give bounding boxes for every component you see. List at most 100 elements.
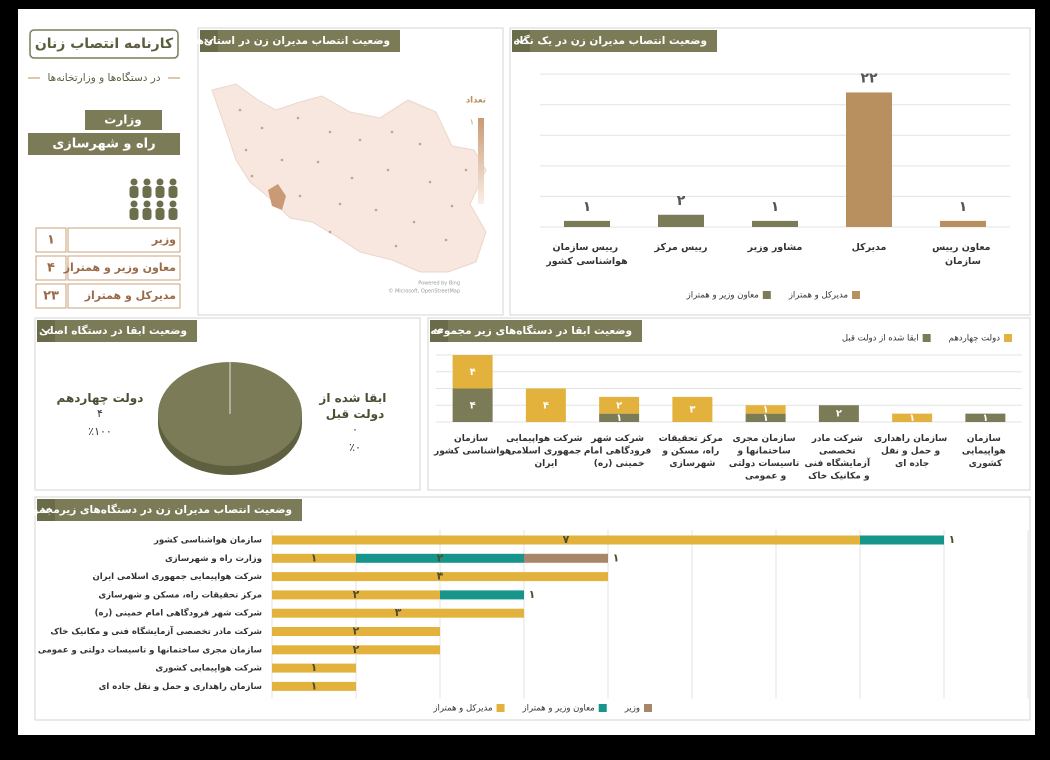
bar-segment bbox=[440, 590, 524, 600]
legend-swatch bbox=[762, 291, 771, 299]
bar-segment bbox=[892, 413, 933, 422]
bar-segment bbox=[272, 627, 440, 636]
y-tick-label: سازمان راهداری و حمل و نقل جاده ای bbox=[99, 682, 262, 692]
map-city-dot bbox=[350, 176, 354, 180]
table-cell bbox=[35, 283, 67, 309]
bar-segment bbox=[356, 553, 524, 563]
value-label: ۴ bbox=[437, 570, 444, 583]
person-icon bbox=[156, 200, 164, 208]
legend-label: وزیر bbox=[624, 704, 640, 714]
map-city-dot bbox=[374, 208, 378, 212]
bar-segment bbox=[860, 535, 944, 545]
map-city-dot bbox=[260, 126, 264, 130]
legend-label: معاون وزیر و همتراز bbox=[522, 704, 595, 714]
value-label: ۴ bbox=[543, 400, 549, 411]
person-icon bbox=[155, 186, 165, 198]
value-label: ۲ bbox=[353, 588, 360, 601]
map-city-dot bbox=[444, 238, 448, 242]
value-label: ۱ bbox=[583, 199, 592, 215]
pie-percent: ٪۱۰۰ bbox=[88, 425, 112, 438]
value-label: ۲ bbox=[353, 643, 360, 656]
x-tick-label: معاون رییس سازمان bbox=[932, 242, 994, 267]
map-city-dot bbox=[238, 108, 242, 112]
bar-segment bbox=[745, 405, 786, 414]
pie-category: ابقا شده از دولت قبل bbox=[318, 391, 390, 422]
panel-title: وضعیت ابقا در دستگاه اصلی bbox=[39, 324, 187, 337]
value-label: ۲ bbox=[677, 193, 686, 209]
legend-swatch bbox=[496, 704, 505, 712]
dropdown-icon bbox=[434, 328, 444, 335]
map-city-dot bbox=[328, 230, 332, 234]
legend-swatch bbox=[1004, 334, 1012, 342]
legend-label: دولت چهاردهم bbox=[949, 334, 1001, 344]
x-tick-label: رییس مرکز bbox=[654, 242, 708, 253]
dropdown[interactable] bbox=[200, 30, 218, 52]
bar-segment bbox=[272, 535, 860, 545]
bar-segment bbox=[272, 645, 440, 655]
map-city-dot bbox=[250, 174, 254, 178]
value-label: ۱ bbox=[771, 199, 780, 215]
value-label: ۳ bbox=[395, 606, 402, 619]
dropdown-icon bbox=[516, 38, 526, 45]
legend-label: معاون وزیر و همتراز bbox=[686, 291, 759, 301]
map-city-dot bbox=[338, 202, 342, 206]
dropdown-icon bbox=[41, 328, 51, 335]
panel-title-bar bbox=[37, 320, 197, 342]
logo-title: کارنامه انتصاب زنان bbox=[35, 36, 174, 52]
value-label: ۱ bbox=[763, 404, 769, 415]
table-value: ۲۳ bbox=[43, 289, 59, 304]
bar bbox=[658, 214, 704, 227]
dropdown-icon bbox=[41, 507, 51, 514]
panel bbox=[34, 496, 1031, 721]
panel-title: وضعیت انتصاب مدیران زن در استان‌ها bbox=[193, 35, 390, 47]
x-tick-label: شرکت شهر فرودگاهی امام خمینی (ره) bbox=[584, 434, 655, 469]
bar-segment bbox=[452, 388, 493, 422]
table-label: وزیر bbox=[151, 233, 176, 246]
person-icon bbox=[168, 186, 178, 198]
value-label: ۴ bbox=[470, 367, 476, 378]
y-tick-label: وزارت راه و شهرسازی bbox=[165, 554, 262, 564]
y-tick-label: سازمان مجری ساختمانها و تاسیسات دولتی و … bbox=[38, 645, 262, 655]
bar bbox=[564, 220, 610, 227]
y-tick-label: شرکت شهر فرودگاهی امام خمینی (ره) bbox=[95, 608, 262, 619]
map-city-dot bbox=[412, 220, 416, 224]
person-icon bbox=[169, 178, 177, 186]
table-label: معاون وزیر و همتراز bbox=[63, 261, 176, 274]
person-icon bbox=[130, 200, 138, 208]
map-city-dot bbox=[464, 168, 468, 172]
map-city-dot bbox=[428, 180, 432, 184]
bar-segment bbox=[599, 396, 640, 414]
panel-title-bar bbox=[200, 30, 400, 52]
bar bbox=[940, 220, 986, 227]
panel bbox=[197, 27, 504, 316]
panel-title: وضعیت ابقا در دستگاه‌های زیر مجموعه bbox=[430, 324, 632, 337]
dropdown[interactable] bbox=[512, 30, 530, 52]
legend-swatch bbox=[852, 291, 860, 299]
dropdown[interactable] bbox=[430, 320, 448, 342]
panel-title-bar bbox=[430, 320, 642, 342]
dropdown[interactable] bbox=[37, 499, 55, 521]
value-label: ۲ bbox=[616, 400, 622, 411]
person-icon bbox=[143, 200, 151, 208]
x-tick-label: سازمان مجری ساختمانها و تاسیسات دولتی و … bbox=[729, 434, 803, 482]
map-city-dot bbox=[328, 130, 332, 134]
logo-subtitle: در دستگاه‌ها و وزارتخانه‌ها bbox=[47, 71, 160, 84]
y-tick-label: سازمان هواشناسی کشور bbox=[153, 536, 262, 546]
y-tick-label: شرکت مادر تخصصی آزمایشگاه فنی و مکانیک خ… bbox=[50, 625, 262, 637]
y-tick-label: مرکز تحقیقات راه، مسکن و شهرسازی bbox=[98, 590, 262, 600]
panel-title-bar bbox=[37, 499, 302, 521]
bar-segment bbox=[599, 413, 640, 422]
value-label: ۱ bbox=[311, 551, 318, 564]
bar-segment bbox=[524, 553, 608, 563]
person-icon bbox=[130, 178, 138, 186]
value-label: ۱ bbox=[949, 533, 956, 546]
panel bbox=[34, 317, 421, 491]
map-city-dot bbox=[280, 158, 284, 162]
dropdown[interactable] bbox=[37, 320, 55, 342]
bar-segment bbox=[965, 413, 1006, 422]
value-label: ۲ bbox=[353, 625, 360, 638]
panel-title-bar bbox=[512, 30, 717, 52]
table-value: ۱ bbox=[47, 233, 55, 248]
legend-label: ابقا شده از دولت قبل bbox=[842, 334, 919, 344]
